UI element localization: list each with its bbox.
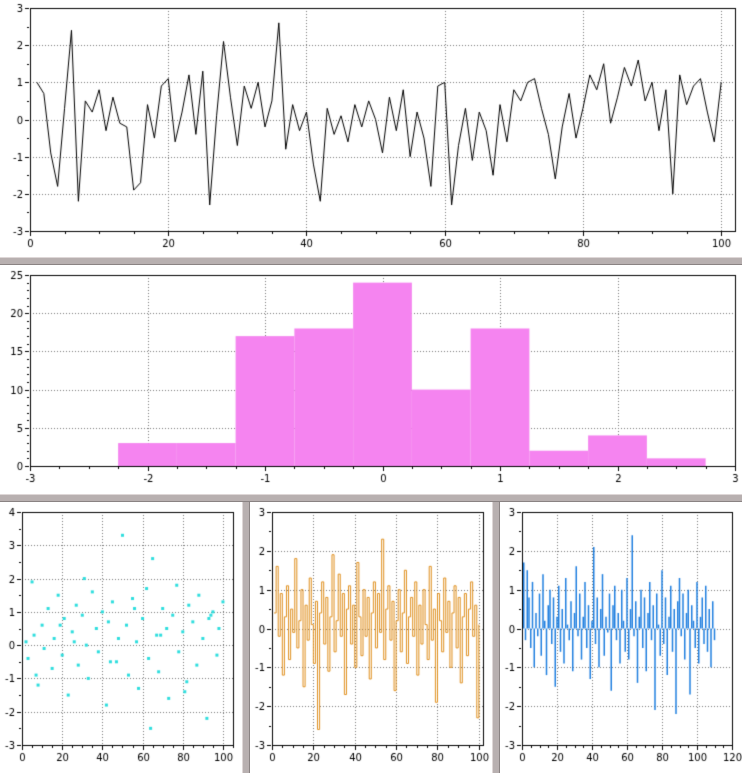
bottom-charts-row (0, 502, 742, 773)
vertical-splitter (492, 502, 500, 773)
horizontal-splitter (0, 257, 742, 265)
panel-impulse-chart (500, 502, 742, 773)
impulse-chart-canvas (500, 502, 742, 773)
histogram-chart-canvas (0, 265, 742, 494)
panel-histogram-chart (0, 265, 742, 494)
panel-step-chart (250, 502, 492, 773)
line-chart-canvas (0, 0, 742, 257)
panel-line-chart (0, 0, 742, 257)
scatter-chart-canvas (0, 502, 242, 773)
vertical-splitter (242, 502, 250, 773)
horizontal-splitter (0, 494, 742, 502)
step-chart-canvas (250, 502, 492, 773)
panel-scatter-chart (0, 502, 242, 773)
